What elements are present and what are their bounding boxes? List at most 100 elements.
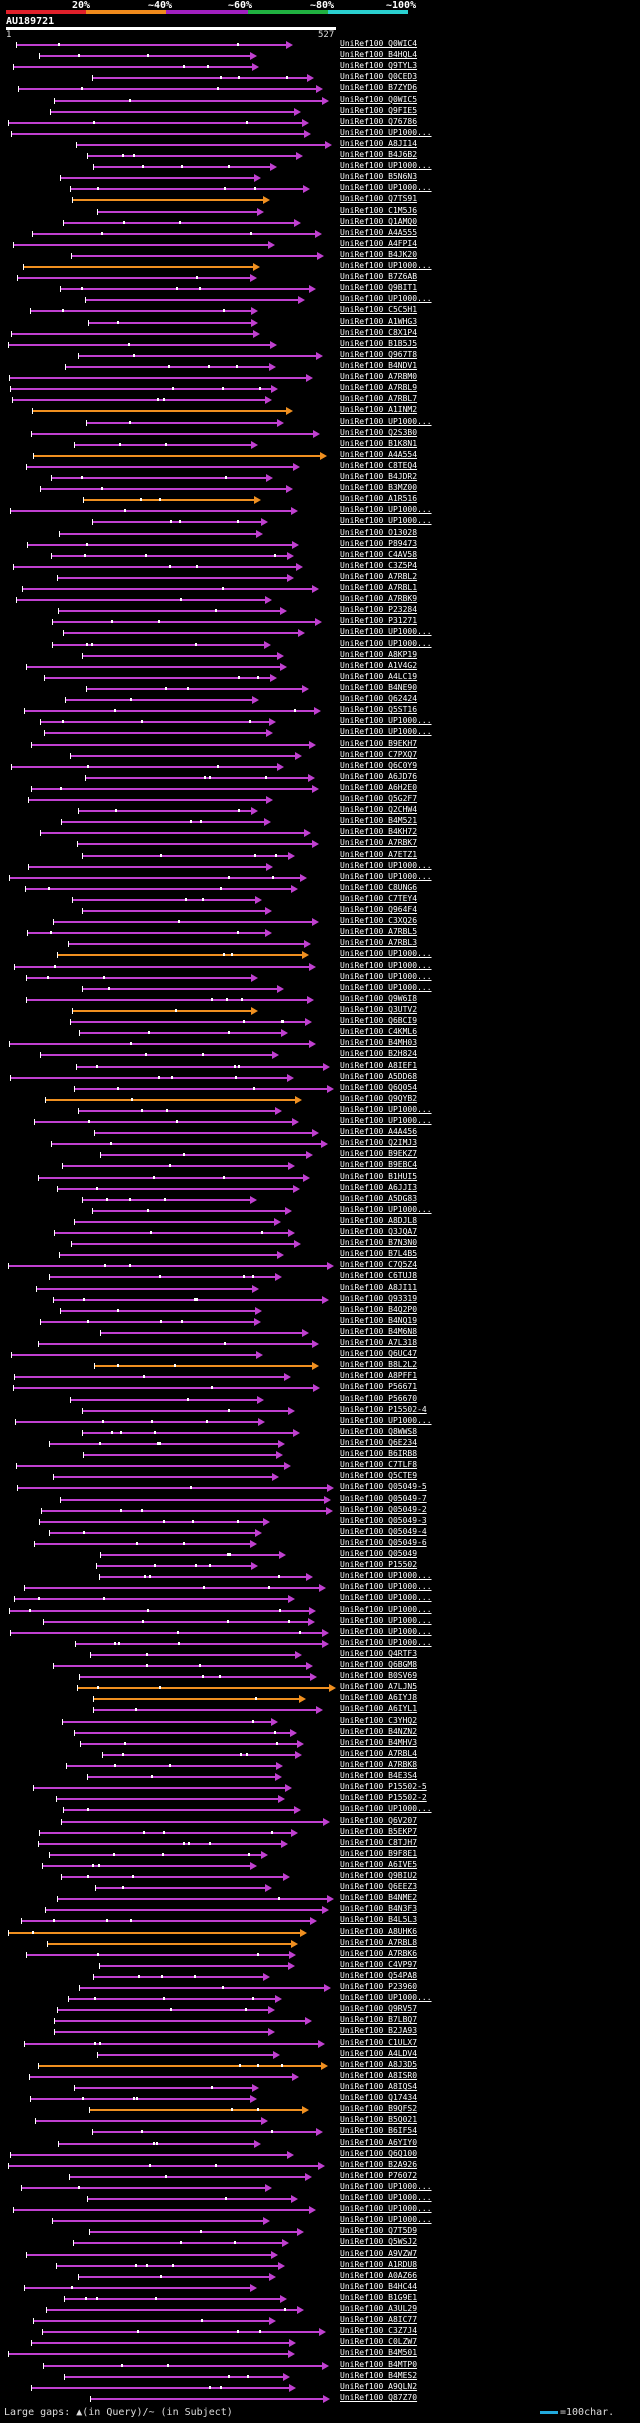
- hit-alignment-line[interactable]: [27, 543, 292, 546]
- hit-link[interactable]: UniRef100_UP1000...: [340, 516, 432, 526]
- hit-link[interactable]: UniRef100_A7L318: [340, 1338, 418, 1348]
- hit-link[interactable]: UniRef100_A3UL29: [340, 2304, 418, 2314]
- hit-alignment-line[interactable]: [45, 1098, 295, 1101]
- hit-alignment-line[interactable]: [90, 2397, 323, 2400]
- hit-alignment-line[interactable]: [49, 1853, 261, 1856]
- hit-alignment-line[interactable]: [78, 2275, 269, 2278]
- hit-link[interactable]: UniRef100_A6JD76: [340, 771, 418, 781]
- hit-link[interactable]: UniRef100_Q0WIC5: [340, 94, 418, 104]
- hit-alignment-line[interactable]: [82, 1409, 288, 1412]
- hit-link[interactable]: UniRef100_Q0CED3: [340, 72, 418, 82]
- hit-alignment-line[interactable]: [33, 454, 320, 457]
- hit-link[interactable]: UniRef100_P31271: [340, 616, 418, 626]
- hit-link[interactable]: UniRef100_B4NE90: [340, 682, 418, 692]
- hit-alignment-line[interactable]: [26, 665, 280, 668]
- hit-link[interactable]: UniRef100_C7PXQ7: [340, 749, 418, 759]
- hit-link[interactable]: UniRef100_A7RBK7: [340, 838, 418, 848]
- hit-alignment-line[interactable]: [40, 721, 269, 724]
- hit-alignment-line[interactable]: [62, 1165, 288, 1168]
- hit-alignment-line[interactable]: [11, 1354, 256, 1357]
- hit-alignment-line[interactable]: [99, 1576, 306, 1579]
- hit-alignment-line[interactable]: [93, 1698, 299, 1701]
- hit-link[interactable]: UniRef100_B6IRB8: [340, 1449, 418, 1459]
- hit-link[interactable]: UniRef100_B4NZN2: [340, 1726, 418, 1736]
- hit-alignment-line[interactable]: [82, 654, 277, 657]
- hit-link[interactable]: UniRef100_B4NDV1: [340, 360, 418, 370]
- hit-link[interactable]: UniRef100_C8UNG6: [340, 882, 418, 892]
- hit-alignment-line[interactable]: [82, 1431, 293, 1434]
- hit-alignment-line[interactable]: [47, 1942, 291, 1945]
- hit-link[interactable]: UniRef100_UP1000...: [340, 1993, 432, 2003]
- hit-alignment-line[interactable]: [79, 1987, 324, 1990]
- hit-link[interactable]: UniRef100_A8PFF1: [340, 1371, 418, 1381]
- hit-alignment-line[interactable]: [26, 2253, 271, 2256]
- hit-link[interactable]: UniRef100_Q6BCI9: [340, 1016, 418, 1026]
- hit-alignment-line[interactable]: [53, 1665, 306, 1668]
- hit-alignment-line[interactable]: [30, 310, 251, 313]
- hit-alignment-line[interactable]: [8, 343, 270, 346]
- hit-alignment-line[interactable]: [53, 1298, 322, 1301]
- hit-alignment-line[interactable]: [92, 1209, 285, 1212]
- hit-alignment-line[interactable]: [56, 1798, 278, 1801]
- hit-alignment-line[interactable]: [14, 965, 309, 968]
- hit-alignment-line[interactable]: [46, 2309, 297, 2312]
- hit-link[interactable]: UniRef100_C8X1P4: [340, 327, 418, 337]
- hit-alignment-line[interactable]: [70, 1021, 305, 1024]
- hit-alignment-line[interactable]: [11, 132, 304, 135]
- hit-alignment-line[interactable]: [82, 854, 288, 857]
- hit-alignment-line[interactable]: [13, 1387, 313, 1390]
- hit-link[interactable]: UniRef100_Q5G2F7: [340, 794, 418, 804]
- hit-link[interactable]: UniRef100_Q7TS91: [340, 194, 418, 204]
- hit-link[interactable]: UniRef100_UP1000...: [340, 1637, 432, 1647]
- hit-alignment-line[interactable]: [53, 921, 312, 924]
- hit-alignment-line[interactable]: [76, 1065, 323, 1068]
- hit-link[interactable]: UniRef100_UP1000...: [340, 960, 432, 970]
- hit-link[interactable]: UniRef100_UP1000...: [340, 971, 432, 981]
- hit-alignment-line[interactable]: [77, 1687, 329, 1690]
- hit-link[interactable]: UniRef100_B9EBC4: [340, 1160, 418, 1170]
- hit-link[interactable]: UniRef100_A4LDV4: [340, 2048, 418, 2058]
- hit-link[interactable]: UniRef100_B5EKP7: [340, 1826, 418, 1836]
- hit-alignment-line[interactable]: [18, 88, 316, 91]
- hit-link[interactable]: UniRef100_C1M5J6: [340, 205, 418, 215]
- hit-link[interactable]: UniRef100_B4HQL4: [340, 50, 418, 60]
- hit-alignment-line[interactable]: [72, 898, 255, 901]
- hit-link[interactable]: UniRef100_A8ISR0: [340, 2070, 418, 2080]
- hit-link[interactable]: UniRef100_P56670: [340, 1393, 418, 1403]
- hit-alignment-line[interactable]: [102, 1753, 295, 1756]
- hit-alignment-line[interactable]: [70, 188, 303, 191]
- hit-link[interactable]: UniRef100_A4A554: [340, 449, 418, 459]
- hit-link[interactable]: UniRef100_A8KP19: [340, 649, 418, 659]
- hit-alignment-line[interactable]: [80, 1742, 297, 1745]
- hit-alignment-line[interactable]: [71, 254, 317, 257]
- hit-link[interactable]: UniRef100_Q3JQA7: [340, 1227, 418, 1237]
- hit-alignment-line[interactable]: [59, 1254, 277, 1257]
- hit-link[interactable]: UniRef100_B4Q2P0: [340, 1304, 418, 1314]
- hit-alignment-line[interactable]: [77, 843, 312, 846]
- hit-link[interactable]: UniRef100_P15502-2: [340, 1793, 427, 1803]
- hit-link[interactable]: UniRef100_Q05049: [340, 1549, 418, 1559]
- hit-link[interactable]: UniRef100_Q4RTF3: [340, 1648, 418, 1658]
- hit-alignment-line[interactable]: [60, 177, 254, 180]
- hit-alignment-line[interactable]: [28, 865, 266, 868]
- hit-alignment-line[interactable]: [87, 2198, 291, 2201]
- hit-link[interactable]: UniRef100_UP1000...: [340, 727, 432, 737]
- hit-link[interactable]: UniRef100_C3Z5P4: [340, 560, 418, 570]
- hit-alignment-line[interactable]: [52, 621, 315, 624]
- hit-alignment-line[interactable]: [36, 1287, 252, 1290]
- hit-alignment-line[interactable]: [65, 699, 252, 702]
- hit-alignment-line[interactable]: [83, 1454, 276, 1457]
- hit-alignment-line[interactable]: [50, 110, 294, 113]
- hit-link[interactable]: UniRef100_P15502-4: [340, 1404, 427, 1414]
- hit-alignment-line[interactable]: [24, 2286, 250, 2289]
- hit-alignment-line[interactable]: [29, 2075, 292, 2078]
- hit-link[interactable]: UniRef100_Q17434: [340, 2093, 418, 2103]
- hit-alignment-line[interactable]: [57, 954, 302, 957]
- hit-link[interactable]: UniRef100_A5DD68: [340, 1071, 418, 1081]
- hit-link[interactable]: UniRef100_A8JI11: [340, 1282, 418, 1292]
- hit-alignment-line[interactable]: [9, 1609, 309, 1612]
- hit-alignment-line[interactable]: [27, 932, 265, 935]
- hit-alignment-line[interactable]: [78, 810, 251, 813]
- hit-link[interactable]: UniRef100_B5N6N3: [340, 172, 418, 182]
- hit-alignment-line[interactable]: [31, 743, 309, 746]
